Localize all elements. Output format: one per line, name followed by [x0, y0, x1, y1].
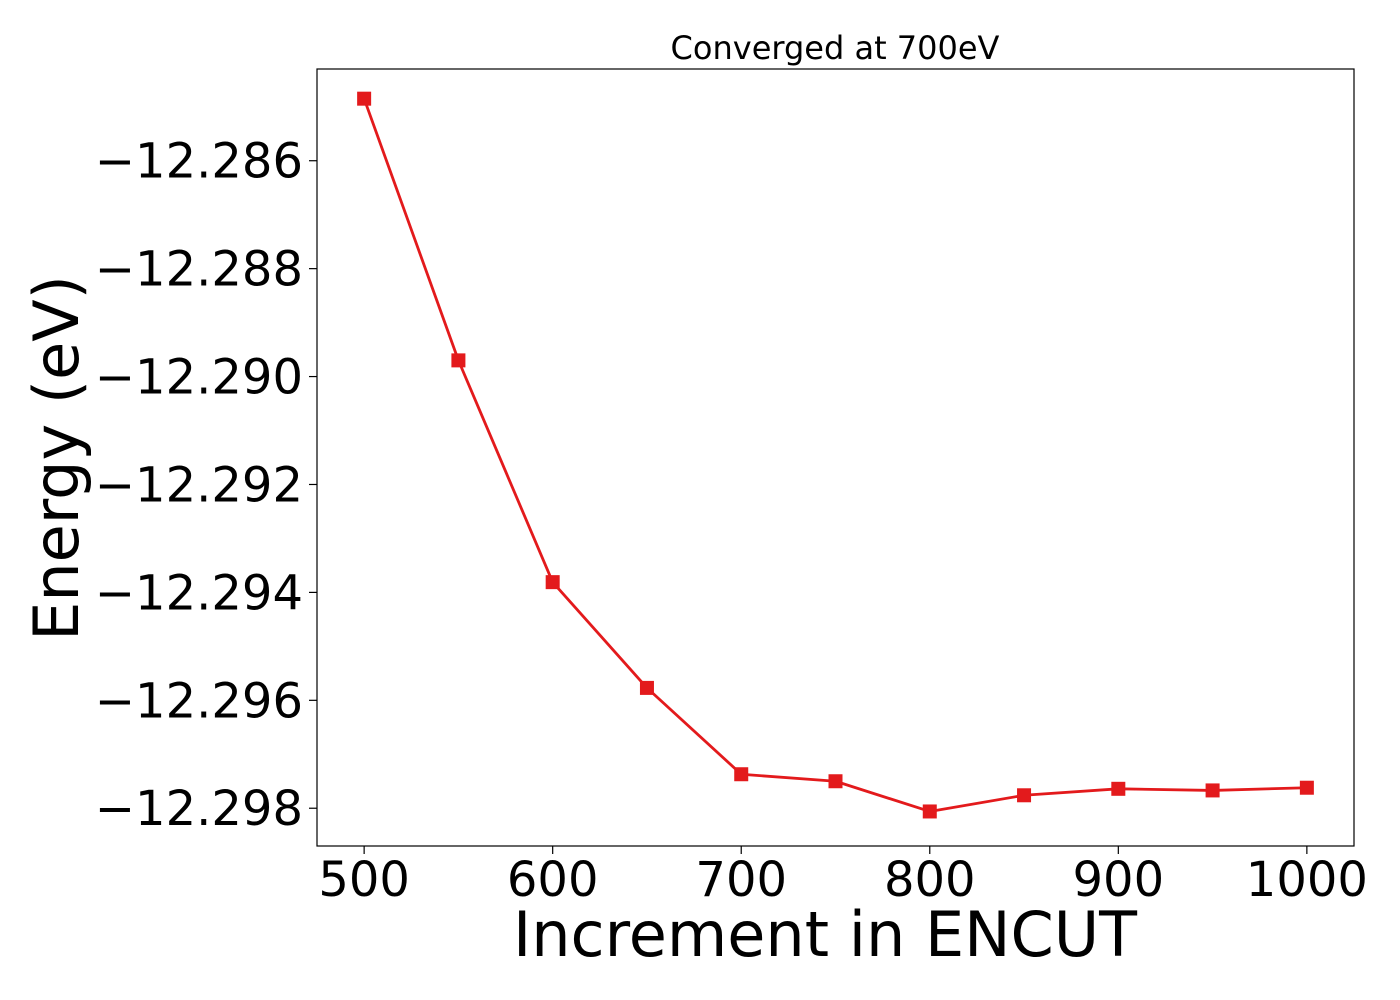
chart-title: Converged at 700eV	[671, 29, 1000, 67]
plot-frame	[316, 68, 1355, 847]
x-axis-label: Increment in ENCUT	[513, 898, 1138, 971]
y-tick-label: −12.288	[95, 242, 303, 298]
data-series	[357, 91, 1314, 819]
x-tick-label: 800	[884, 852, 976, 908]
x-tick-label: 600	[507, 852, 599, 908]
data-point	[1111, 781, 1126, 796]
axis-ticks: 500 600 700 800 900 1000 −12.286 −12.288 −12.290…	[95, 134, 1368, 908]
data-point	[922, 804, 937, 819]
data-point	[639, 680, 654, 695]
y-tick-label: −12.294	[95, 565, 303, 621]
y-tick-label: −12.290	[95, 350, 303, 406]
data-point	[1299, 780, 1314, 795]
series-line	[362, 98, 1307, 813]
data-point	[357, 91, 372, 106]
y-tick-label: −12.296	[95, 673, 303, 729]
x-tick-label: 500	[318, 852, 410, 908]
x-tick-label: 900	[1073, 852, 1165, 908]
data-point	[1017, 788, 1032, 803]
data-point	[1205, 783, 1220, 798]
data-point	[828, 774, 843, 789]
data-point	[734, 767, 749, 782]
x-tick-label: 700	[695, 852, 787, 908]
y-tick-label: −12.286	[95, 134, 303, 190]
data-point	[451, 353, 466, 368]
x-tick-label: 1000	[1246, 852, 1368, 908]
y-tick-label: −12.298	[95, 781, 303, 837]
y-axis-label: Energy (eV)	[20, 275, 93, 641]
y-tick-label: −12.292	[95, 457, 303, 513]
data-point	[545, 575, 560, 590]
